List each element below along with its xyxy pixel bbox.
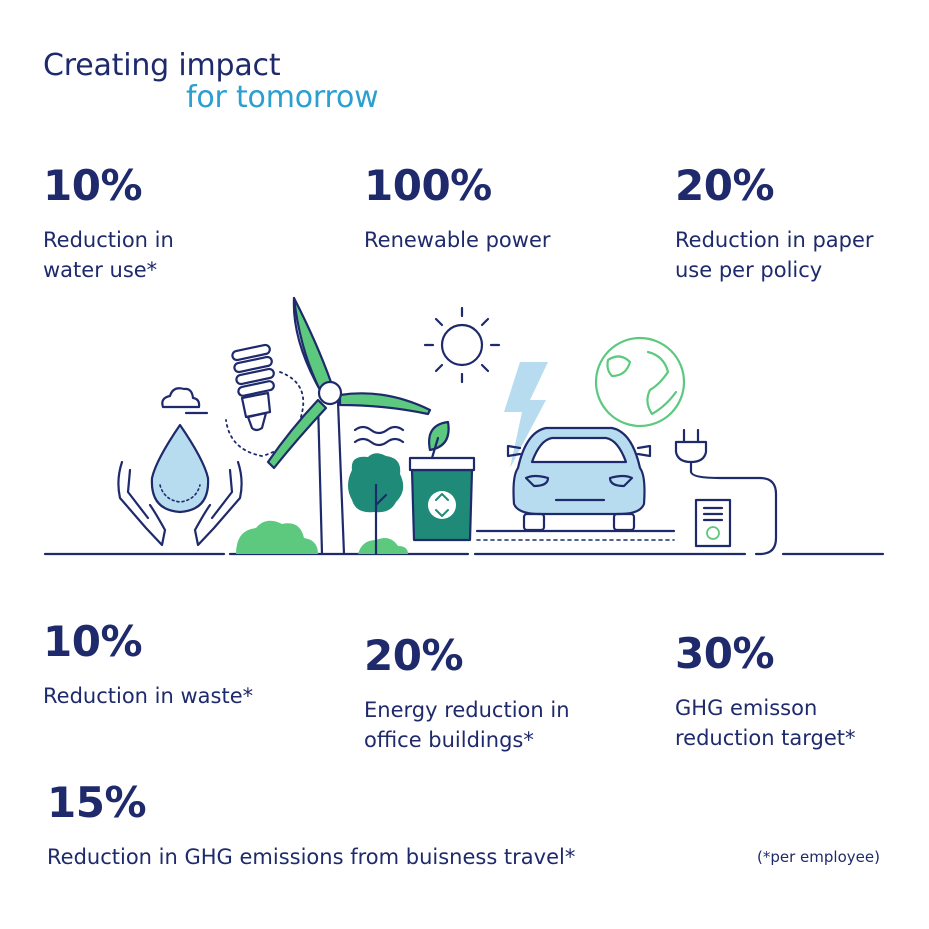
tree-icon bbox=[348, 453, 404, 556]
title-line-2: for tomorrow bbox=[186, 80, 379, 115]
plug-icon bbox=[674, 428, 778, 556]
stat-label: Reduction in water use* bbox=[43, 228, 174, 282]
stat-value: 10% bbox=[43, 161, 143, 210]
footnote: (*per employee) bbox=[757, 848, 880, 866]
stat-renewable: 100% Renewable power bbox=[364, 165, 551, 255]
lightning-icon bbox=[504, 362, 548, 468]
stat-value: 15% bbox=[47, 778, 147, 827]
globe-icon bbox=[594, 336, 686, 428]
waves-icon bbox=[353, 425, 405, 447]
stat-value: 20% bbox=[364, 631, 464, 680]
stat-label: Energy reduction in office buildings* bbox=[364, 698, 570, 752]
stat-paper: 20% Reduction in paper use per policy bbox=[675, 165, 874, 285]
stat-energy: 20% Energy reduction in office buildings… bbox=[364, 635, 570, 755]
hands-icon bbox=[117, 460, 243, 547]
stat-label: GHG emisson reduction target* bbox=[675, 696, 856, 750]
bush-icon bbox=[236, 520, 408, 554]
stat-label: Reduction in GHG emissions from buisness… bbox=[47, 845, 576, 869]
recycle-bin-icon bbox=[408, 456, 476, 542]
stat-water: 10% Reduction in water use* bbox=[43, 165, 174, 285]
light-bulb-icon bbox=[225, 343, 305, 457]
sustainability-illustration bbox=[43, 296, 885, 556]
water-drop-icon bbox=[150, 423, 210, 514]
stat-value: 30% bbox=[675, 629, 775, 678]
stat-label: Reduction in paper use per policy bbox=[675, 228, 874, 282]
sun-icon bbox=[423, 306, 501, 384]
stat-label: Reduction in waste* bbox=[43, 684, 254, 708]
stat-label: Renewable power bbox=[364, 228, 551, 252]
stat-value: 10% bbox=[43, 617, 143, 666]
stat-ghg-target: 30% GHG emisson reduction target* bbox=[675, 633, 856, 753]
cloud-icon bbox=[161, 387, 209, 415]
ground-line bbox=[43, 529, 885, 556]
electric-car-icon bbox=[506, 426, 652, 532]
wind-turbine-icon bbox=[266, 296, 432, 556]
leaf-icon bbox=[428, 420, 450, 460]
stat-value: 100% bbox=[364, 161, 492, 210]
title-line-1: Creating impact bbox=[43, 48, 281, 83]
stat-value: 20% bbox=[675, 161, 775, 210]
stat-waste: 10% Reduction in waste* bbox=[43, 621, 253, 711]
recycled-paper-icon bbox=[694, 498, 732, 548]
stat-travel: 15% Reduction in GHG emissions from buis… bbox=[47, 782, 575, 872]
